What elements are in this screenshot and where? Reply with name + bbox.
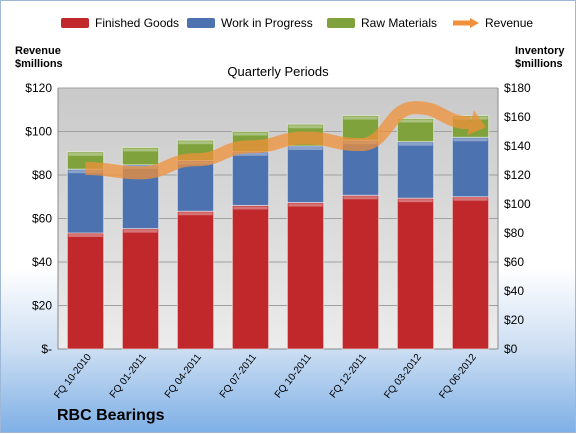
bar-highlight — [288, 125, 323, 129]
bar-highlight — [123, 229, 158, 233]
revenue-point — [140, 172, 141, 174]
bar-highlight — [178, 212, 213, 216]
legend-item-finished-goods: Finished Goods — [61, 16, 179, 30]
x-tick-label: FQ 07-2011 — [218, 352, 259, 401]
bar-raw-materials — [121, 146, 160, 166]
left-axis-ticks: $- $20 $40 $60 $80 $100 $120 — [25, 81, 52, 356]
bar-highlight — [453, 197, 488, 201]
legend-swatch-work-in-progress — [187, 18, 215, 28]
legend-label-raw-materials: Raw Materials — [361, 16, 438, 30]
bar-highlight — [453, 138, 488, 142]
bar-work-in-progress — [231, 151, 270, 206]
bar-finished-goods — [66, 232, 105, 350]
x-axis-ticks: FQ 10-2010 FQ 01-2011 FQ 04-2011 FQ 07-2011… — [52, 352, 479, 401]
left-axis-title-text: Revenue $millions — [15, 45, 63, 70]
bar-highlight — [233, 206, 268, 210]
bar-highlight — [68, 234, 103, 237]
bar-highlight — [398, 119, 433, 123]
bar-finished-goods — [341, 194, 380, 350]
revenue-line-group — [85, 101, 486, 180]
right-axis-title: Inventory $millions — [515, 45, 565, 71]
bar-work-in-progress — [176, 160, 215, 212]
right-axis-ticks: $0 $20 $40 $60 $80 $100 $120 $140 $160 $180 — [504, 81, 531, 356]
revenue-arrowhead — [467, 110, 486, 136]
bar-work-in-progress — [286, 145, 325, 204]
legend-swatch-revenue — [453, 18, 479, 28]
right-tick-label: $160 — [504, 110, 531, 124]
bar-highlight — [288, 147, 323, 150]
bar-highlight — [398, 142, 433, 146]
bar-highlight — [398, 199, 433, 203]
legend-label-finished-goods: Finished Goods — [95, 16, 180, 30]
bar-work-in-progress — [451, 136, 490, 198]
x-tick-label: FQ 04-2011 — [163, 352, 204, 401]
chart-title: Quarterly Periods — [227, 64, 329, 79]
right-tick-label: $120 — [504, 168, 531, 182]
bar-highlight — [233, 132, 268, 136]
legend-swatch-finished-goods — [61, 18, 89, 28]
bar-highlight — [178, 141, 213, 145]
x-tick-label: FQ 12-2011 — [328, 352, 369, 401]
x-tick-label: FQ 10-2010 — [52, 352, 94, 401]
x-tick-label: FQ 03-2012 — [382, 352, 424, 401]
right-tick-label: $80 — [504, 226, 524, 240]
bar-finished-goods — [396, 197, 435, 350]
right-tick-label: $100 — [504, 197, 531, 211]
right-axis-title-text: Inventory $millions — [515, 45, 565, 70]
revenue-point — [470, 122, 471, 124]
bar-finished-goods — [451, 196, 490, 350]
bar-highlight — [288, 203, 323, 207]
right-tick-label: $40 — [504, 284, 524, 298]
left-tick-label: $60 — [32, 212, 52, 226]
revenue-line — [85, 101, 471, 180]
right-tick-label: $140 — [504, 139, 531, 153]
bar-finished-goods — [286, 202, 325, 350]
bar-finished-goods — [231, 204, 270, 350]
left-tick-label: $20 — [32, 299, 52, 313]
company-label: RBC Bearings — [57, 407, 165, 424]
revenue-point — [360, 144, 361, 146]
legend-label-revenue: Revenue — [485, 16, 534, 30]
left-axis-title: Revenue $millions — [15, 45, 63, 71]
x-tick-label: FQ 01-2011 — [108, 352, 149, 401]
legend-label-work-in-progress: Work in Progress — [221, 16, 313, 30]
bar-highlight — [233, 152, 268, 156]
bar-finished-goods — [176, 210, 215, 350]
bar-highlight — [68, 152, 103, 156]
revenue-point — [250, 146, 251, 148]
right-tick-label: $20 — [504, 313, 524, 327]
bar-work-in-progress — [66, 168, 105, 234]
x-tick-label: FQ 10-2011 — [273, 352, 314, 401]
x-tick-label: FQ 06-2012 — [437, 352, 479, 401]
revenue-point — [85, 167, 86, 169]
bar-highlight — [343, 116, 378, 120]
bar-highlight — [123, 148, 158, 152]
left-tick-label: $120 — [25, 81, 52, 95]
legend-item-raw-materials: Raw Materials — [327, 16, 437, 30]
left-tick-label: $80 — [32, 168, 52, 182]
revenue-point — [415, 107, 416, 109]
left-tick-label: $40 — [32, 255, 52, 269]
left-tick-label: $- — [41, 342, 52, 356]
bar-raw-materials — [396, 117, 435, 143]
bar-work-in-progress — [396, 141, 435, 199]
legend-swatch-raw-materials — [327, 18, 355, 28]
legend-item-revenue: Revenue — [451, 16, 533, 30]
right-tick-label: $0 — [504, 342, 518, 356]
revenue-point — [305, 137, 306, 139]
bar-highlight — [343, 196, 378, 200]
bar-finished-goods — [121, 228, 160, 350]
revenue-point — [195, 159, 196, 161]
legend-item-work-in-progress: Work in Progress — [187, 16, 313, 30]
right-tick-label: $180 — [504, 81, 531, 95]
legend: Finished Goods Work in Progress Raw Mate… — [1, 10, 576, 32]
left-tick-label: $100 — [25, 125, 52, 139]
right-tick-label: $60 — [504, 255, 524, 269]
